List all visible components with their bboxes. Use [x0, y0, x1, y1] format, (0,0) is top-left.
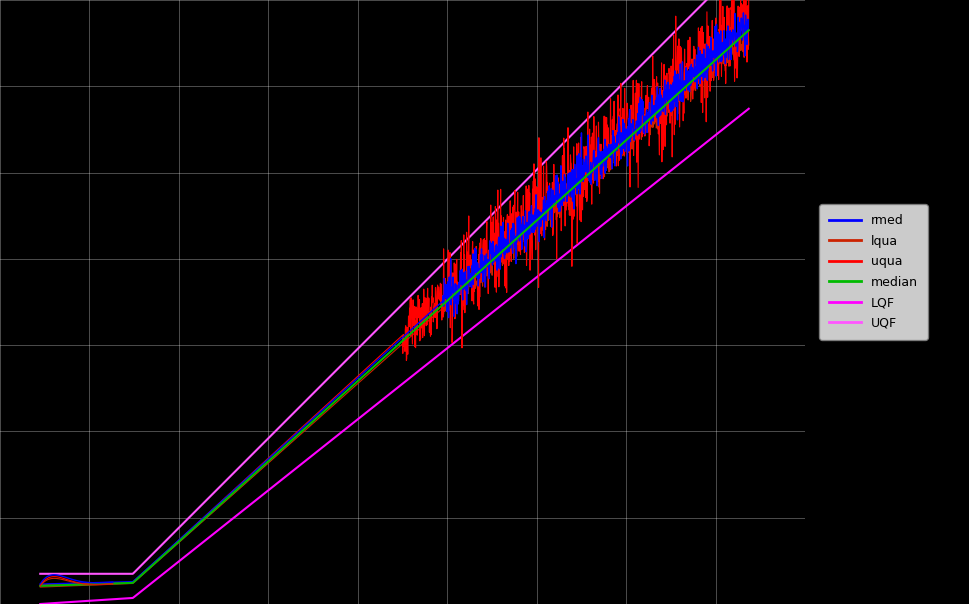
- LQF: [71, 598, 82, 604]
- rmed: [736, 9, 748, 16]
- uqua: [71, 580, 82, 587]
- LQF: [721, 122, 733, 129]
- lqua: [592, 152, 604, 159]
- median: [71, 581, 82, 588]
- median: [742, 27, 754, 34]
- rmed: [722, 35, 734, 42]
- uqua: [592, 169, 604, 176]
- LQF: [722, 121, 734, 129]
- UQF: [71, 570, 82, 577]
- UQF: [379, 318, 391, 326]
- Line: UQF: UQF: [40, 0, 748, 574]
- median: [721, 45, 733, 53]
- Line: median: median: [40, 30, 748, 586]
- lqua: [359, 373, 371, 380]
- Line: lqua: lqua: [40, 31, 748, 587]
- median: [359, 370, 371, 378]
- uqua: [379, 348, 391, 355]
- LQF: [379, 394, 391, 402]
- lqua: [742, 41, 754, 48]
- rmed: [35, 580, 46, 588]
- median: [722, 45, 734, 53]
- uqua: [359, 365, 371, 372]
- lqua: [722, 42, 734, 49]
- LQF: [742, 105, 754, 112]
- Legend: rmed, lqua, uqua, median, LQF, UQF: rmed, lqua, uqua, median, LQF, UQF: [819, 204, 926, 339]
- rmed: [359, 367, 371, 374]
- lqua: [71, 582, 82, 590]
- uqua: [35, 581, 46, 588]
- median: [379, 353, 391, 361]
- lqua: [35, 583, 46, 591]
- Line: uqua: uqua: [40, 0, 748, 585]
- rmed: [71, 579, 82, 586]
- uqua: [742, 0, 754, 4]
- lqua: [721, 48, 733, 56]
- median: [35, 582, 46, 590]
- UQF: [359, 337, 371, 344]
- uqua: [721, 18, 733, 25]
- UQF: [592, 104, 604, 112]
- uqua: [722, 24, 734, 31]
- rmed: [592, 137, 604, 144]
- LQF: [35, 600, 46, 604]
- Line: LQF: LQF: [40, 109, 748, 604]
- LQF: [592, 225, 604, 232]
- rmed: [721, 22, 733, 30]
- LQF: [359, 409, 371, 416]
- UQF: [35, 570, 46, 577]
- median: [592, 162, 604, 169]
- lqua: [735, 27, 747, 34]
- Line: rmed: rmed: [40, 13, 748, 584]
- lqua: [379, 356, 391, 363]
- rmed: [379, 350, 391, 357]
- rmed: [742, 26, 754, 33]
